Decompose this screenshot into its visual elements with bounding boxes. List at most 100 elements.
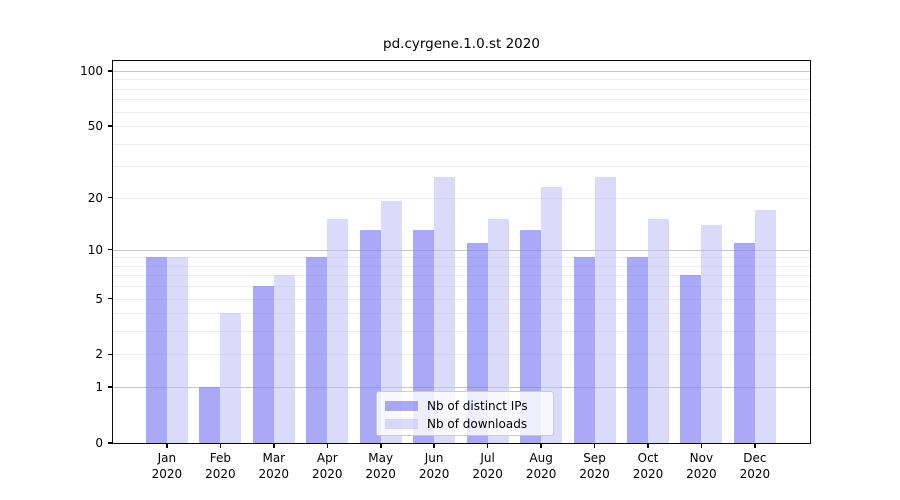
bar	[627, 257, 648, 443]
x-tick-label: May 2020	[351, 450, 411, 482]
y-tick-mark	[107, 248, 112, 251]
y-tick-mark	[107, 353, 112, 356]
bar	[701, 224, 723, 443]
y-tick-label: 20	[87, 190, 103, 205]
bar	[220, 313, 242, 443]
y-tick-label: 10	[87, 242, 103, 257]
y-tick-label: 0	[95, 436, 103, 450]
x-tick-year: 2020	[579, 467, 610, 481]
x-tick-year: 2020	[418, 467, 450, 481]
gridline-minor	[113, 143, 810, 145]
x-tick-year: 2020	[312, 467, 343, 481]
gridline-minor	[113, 125, 810, 127]
gridline-major	[113, 70, 810, 72]
x-tick-year: 2020	[258, 467, 290, 481]
x-tick-month: Jan	[157, 451, 177, 465]
bar	[733, 242, 755, 443]
x-tick-mark	[219, 443, 222, 448]
x-tick-label: Oct 2020	[618, 450, 678, 482]
legend-item: Nb of downloads	[385, 416, 543, 432]
x-tick-year: 2020	[365, 467, 396, 481]
x-tick-mark	[166, 443, 168, 448]
y-tick-label: 50	[87, 118, 103, 133]
bar	[594, 177, 616, 443]
x-tick-label: Feb 2020	[190, 450, 250, 482]
bar	[199, 387, 221, 443]
x-tick-mark	[700, 443, 703, 448]
y-tick-mark	[107, 297, 112, 300]
x-tick-mark	[486, 443, 489, 448]
bar	[252, 286, 274, 443]
gridline-minor	[113, 331, 810, 333]
y-tick-mark	[107, 196, 112, 199]
bar	[541, 186, 563, 443]
x-tick-month: Feb	[209, 451, 232, 465]
bar	[434, 177, 456, 443]
x-tick-year: 2020	[151, 467, 183, 481]
y-tick-mark	[107, 442, 112, 444]
x-tick-month: Sep	[583, 451, 606, 465]
y-tick-mark	[107, 70, 112, 72]
bar	[327, 219, 349, 443]
legend-label: Nb of downloads	[427, 417, 528, 431]
x-tick-year: 2020	[205, 467, 236, 481]
x-tick-label: Dec 2020	[725, 450, 785, 482]
bar	[273, 275, 295, 443]
x-tick-mark	[754, 443, 756, 448]
y-tick-label: 100	[80, 63, 103, 78]
x-tick-label: Aug 2020	[511, 450, 571, 482]
x-tick-year: 2020	[525, 467, 557, 481]
gridline-minor	[113, 265, 810, 267]
x-tick-label: Mar 2020	[244, 450, 304, 482]
gridline-major	[113, 249, 810, 251]
bar	[380, 201, 402, 443]
bar	[680, 275, 702, 443]
y-tick-mark	[107, 125, 112, 127]
x-tick-year: 2020	[686, 467, 717, 481]
plot-area: Nb of distinct IPs Nb of downloads	[113, 61, 810, 443]
x-tick-year: 2020	[632, 467, 664, 481]
x-tick-month: Aug	[529, 451, 553, 465]
x-tick-mark	[593, 443, 596, 448]
x-tick-year: 2020	[739, 467, 771, 481]
x-tick-label: Nov 2020	[671, 450, 731, 482]
x-tick-month: Dec	[743, 451, 767, 465]
x-tick-label: Jun 2020	[404, 450, 464, 482]
x-tick-label: Jan 2020	[137, 450, 197, 482]
legend-swatch	[385, 419, 418, 429]
legend-swatch	[385, 401, 418, 411]
x-tick-mark	[326, 443, 328, 448]
bar	[754, 209, 776, 443]
gridline-minor	[113, 79, 810, 81]
x-tick-month: Jun	[424, 451, 444, 465]
x-tick-label: Jul 2020	[458, 450, 518, 482]
x-tick-month: Jul	[480, 451, 495, 465]
bar	[573, 257, 595, 443]
gridline-minor	[113, 298, 810, 300]
bar	[359, 230, 381, 443]
x-tick-mark	[647, 443, 649, 448]
gridline-minor	[113, 111, 810, 113]
x-tick-label: Sep 2020	[565, 450, 625, 482]
bar	[648, 219, 669, 443]
gridline-minor	[113, 88, 810, 90]
x-tick-month: Oct	[637, 451, 659, 465]
y-tick-label: 2	[95, 347, 103, 362]
x-tick-year: 2020	[472, 467, 503, 481]
bar	[145, 257, 167, 443]
bar	[166, 257, 188, 443]
gridline-minor	[113, 286, 810, 288]
gridline-minor	[113, 313, 810, 315]
gridline-minor	[113, 166, 810, 168]
x-tick-mark	[540, 443, 542, 448]
x-tick-mark	[380, 443, 382, 448]
x-tick-mark	[433, 443, 435, 448]
x-tick-label: Apr 2020	[297, 450, 357, 482]
gridline-major	[113, 387, 810, 389]
gridline-minor	[113, 197, 810, 199]
bar	[306, 257, 328, 443]
x-tick-month: Nov	[689, 451, 714, 465]
x-tick-month: Mar	[262, 451, 286, 465]
bar	[487, 219, 509, 443]
